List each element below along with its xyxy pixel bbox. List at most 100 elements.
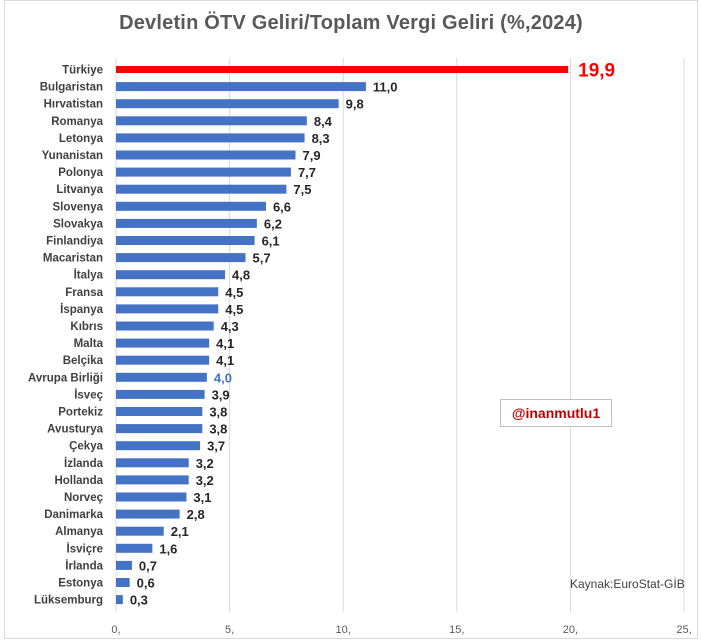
category-label: Kıbrıs <box>70 321 103 333</box>
data-label: 9,8 <box>346 97 364 112</box>
category-label: İtalya <box>74 269 104 282</box>
category-label: Almanya <box>55 526 104 538</box>
data-label: 4,1 <box>216 353 234 368</box>
chart-title: Devletin ÖTV Geliri/Toplam Vergi Geliri … <box>119 12 583 34</box>
x-tick-label: 10, <box>336 624 351 636</box>
bar <box>116 338 210 348</box>
category-label: Lüksemburg <box>34 595 103 607</box>
bar <box>116 492 187 502</box>
category-label: Avusturya <box>47 424 103 436</box>
data-label: 7,9 <box>302 148 320 163</box>
category-label: Finlandiya <box>46 236 103 248</box>
data-label: 3,1 <box>193 490 211 505</box>
category-label: Belçika <box>63 355 104 367</box>
bar <box>116 82 366 92</box>
category-label: Romanya <box>51 116 103 128</box>
data-label: 0,6 <box>137 576 155 591</box>
category-label: Malta <box>74 338 104 350</box>
category-label: İzlanda <box>64 457 104 470</box>
x-tick-label: 20, <box>563 624 578 636</box>
category-label: Çekya <box>69 441 103 453</box>
source-note: Kaynak:EuroStat-GİB <box>570 577 685 591</box>
bar <box>116 578 130 587</box>
data-label: 6,6 <box>273 199 291 214</box>
bar <box>116 287 219 297</box>
bar <box>116 66 569 73</box>
category-label: Macaristan <box>43 253 103 265</box>
bar <box>116 304 219 314</box>
data-label: 8,4 <box>314 114 333 129</box>
category-label: Danimarka <box>44 509 103 521</box>
bar <box>116 133 305 143</box>
category-label: Letonya <box>59 133 104 145</box>
category-label: İrlanda <box>65 559 103 572</box>
data-label: 3,2 <box>196 456 214 471</box>
author-handle-box: @inanmutlu1 <box>500 399 612 427</box>
category-label: Hollanda <box>54 475 103 487</box>
data-label: 2,8 <box>187 507 205 522</box>
data-label: 3,8 <box>209 405 227 420</box>
bar <box>116 441 201 451</box>
category-label: Fransa <box>65 287 103 299</box>
category-label: Slovakya <box>53 218 103 230</box>
data-label: 11,0 <box>373 80 398 95</box>
bar <box>116 543 153 553</box>
data-label: 4,5 <box>225 302 243 317</box>
data-label: 3,8 <box>209 422 227 437</box>
x-tick-label: 15, <box>449 624 464 636</box>
x-tick-label: 5, <box>225 624 234 636</box>
category-label: Türkiye <box>62 65 103 77</box>
data-label: 4,0 <box>214 370 232 385</box>
bar <box>116 321 214 331</box>
category-label: İsveç <box>74 388 103 401</box>
data-label: 5,7 <box>253 251 271 266</box>
category-label: Bulgaristan <box>40 82 103 94</box>
bar <box>116 201 266 211</box>
category-label: Hırvatistan <box>44 99 103 111</box>
bar <box>116 218 257 228</box>
data-label: 4,1 <box>216 336 234 351</box>
bar <box>116 99 339 109</box>
data-label: 0,7 <box>139 558 157 573</box>
bar <box>116 458 189 468</box>
category-label: İspanya <box>60 303 103 316</box>
data-label: 6,2 <box>264 216 282 231</box>
x-tick-label: 25, <box>676 624 691 636</box>
bar <box>116 389 205 399</box>
data-label: 19,9 <box>578 61 615 82</box>
category-label: Estonya <box>58 578 103 590</box>
data-label: 1,6 <box>159 541 177 556</box>
data-label: 3,7 <box>207 439 225 454</box>
bar <box>116 475 189 485</box>
category-label: İsviçre <box>67 542 103 555</box>
data-label: 8,3 <box>312 131 330 146</box>
category-label: Yunanistan <box>42 150 103 162</box>
bar <box>116 526 164 536</box>
data-label: 3,9 <box>212 387 230 402</box>
data-label: 4,3 <box>221 319 239 334</box>
bar <box>116 150 296 160</box>
bar <box>116 595 123 605</box>
data-label: 4,5 <box>225 285 243 300</box>
bar <box>116 509 180 519</box>
data-label: 7,5 <box>293 182 311 197</box>
bar <box>116 253 246 263</box>
bar <box>116 116 307 126</box>
bar <box>116 407 203 416</box>
bar <box>116 424 203 434</box>
data-label: 7,7 <box>298 165 316 180</box>
data-label: 4,8 <box>232 268 250 283</box>
bar <box>116 184 287 194</box>
category-label: Slovenya <box>53 201 104 213</box>
category-label: Norveç <box>64 492 104 504</box>
category-label: Portekiz <box>58 407 103 419</box>
bar <box>116 270 226 280</box>
bar <box>116 167 291 177</box>
bar <box>116 372 207 382</box>
category-label: Avrupa Birliği <box>28 372 103 384</box>
data-label: 6,1 <box>262 234 280 249</box>
bar <box>116 236 255 245</box>
data-label: 3,2 <box>196 473 214 488</box>
category-label: Polonya <box>58 167 103 179</box>
